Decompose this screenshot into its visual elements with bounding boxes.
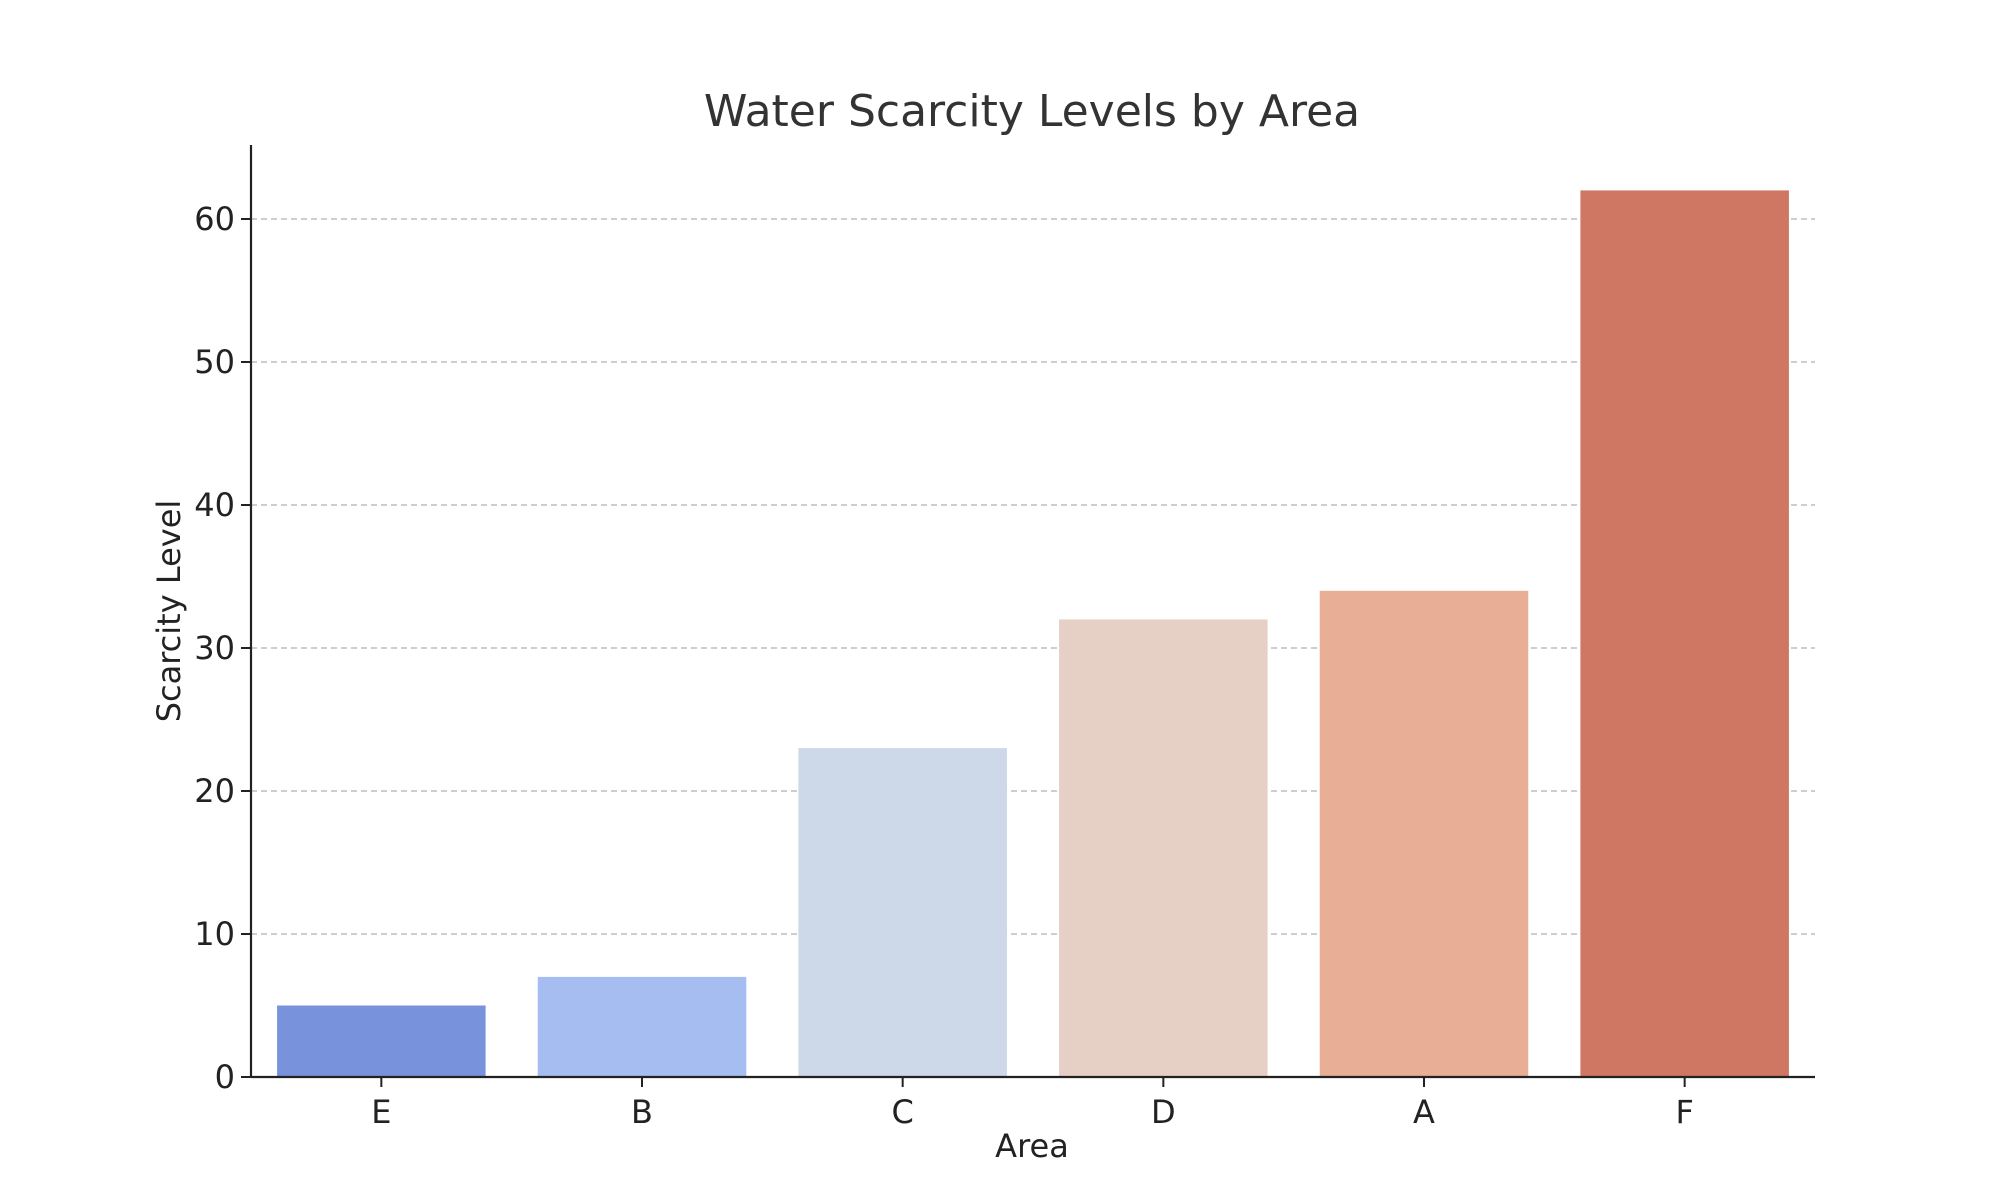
bar-E (277, 1005, 486, 1077)
x-tick-label: E (371, 1093, 391, 1131)
y-tick-label: 40 (194, 486, 235, 524)
bar-B (537, 976, 747, 1077)
y-tick-label: 60 (194, 200, 235, 238)
bar-D (1059, 619, 1268, 1077)
x-axis-label: Area (995, 1127, 1069, 1165)
x-tick-label: F (1675, 1093, 1693, 1131)
gridlines (251, 218, 1815, 935)
y-tick-label: 10 (194, 915, 235, 953)
y-tick-label: 0 (215, 1058, 235, 1096)
x-tick-label: D (1151, 1093, 1176, 1131)
x-tick-label: B (631, 1093, 653, 1131)
bar-F (1580, 190, 1789, 1077)
bar-C (798, 748, 1007, 1077)
y-axis-label: Scarcity Level (150, 500, 188, 723)
ticks: 0 10 20 30 40 50 60 E B C D A F (194, 200, 1694, 1131)
x-tick-label: A (1413, 1093, 1435, 1131)
bars (277, 190, 1789, 1077)
x-tick-label: C (891, 1093, 913, 1131)
chart-title: Water Scarcity Levels by Area (704, 86, 1360, 137)
y-tick-label: 20 (194, 772, 235, 810)
y-tick-label: 50 (194, 343, 235, 381)
y-tick-label: 30 (194, 629, 235, 667)
bar-A (1319, 590, 1529, 1077)
axes (249, 145, 1815, 1079)
